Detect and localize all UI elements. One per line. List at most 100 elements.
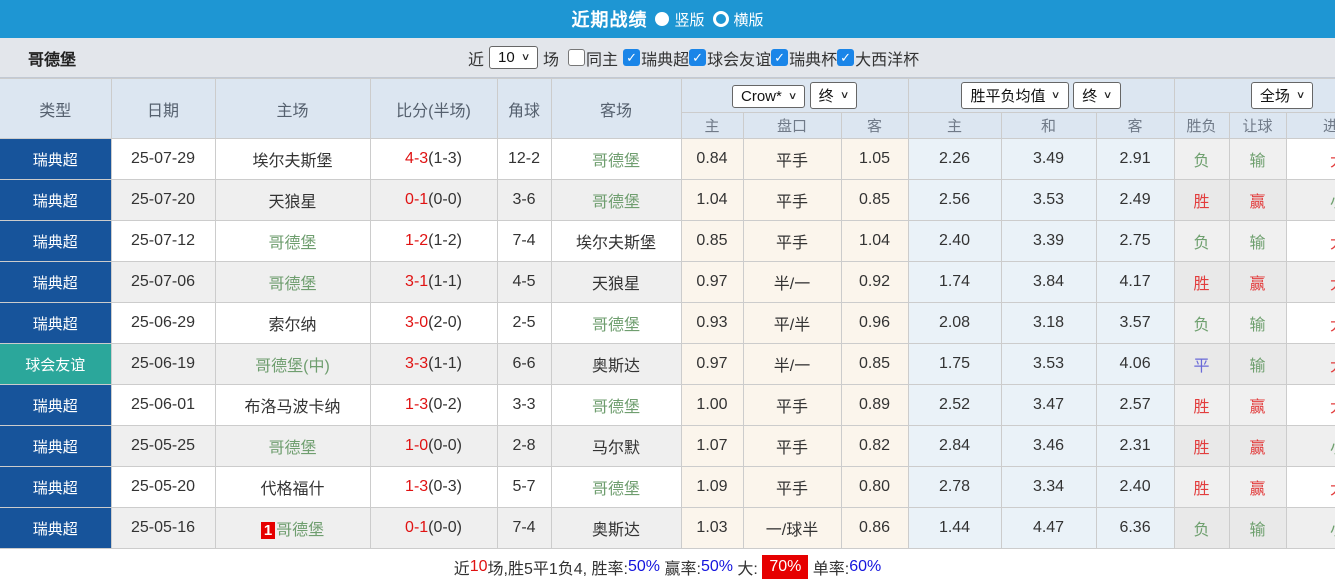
ah-line: 平手 <box>742 138 842 180</box>
away-team-name: 哥德堡 <box>591 194 640 211</box>
goals-result-cell: 小 <box>1285 179 1335 221</box>
league-checkbox[interactable]: ✓ <box>689 49 707 66</box>
eu-away-odds: 4.06 <box>1095 343 1175 385</box>
table-row: 瑞典超 25-05-20 代格福什 1-3(0-3) 5-7 哥德堡 1.09 平手 0.80 2… <box>0 466 1335 508</box>
league-filter[interactable]: ✓ 瑞典超 <box>623 46 689 70</box>
home-team-name: 哥德堡 <box>276 522 325 539</box>
corner-cell: 5-7 <box>496 466 552 508</box>
ah-line: 一/球半 <box>742 507 842 549</box>
full-time-score: 0-1 <box>405 191 429 208</box>
subheader-ah-line: 盘口 <box>742 112 842 139</box>
away-team-name: 奥斯达 <box>591 522 640 539</box>
match-count-select[interactable]: 10 ∨ <box>489 46 539 69</box>
eu-home-odds: 1.44 <box>907 507 1002 549</box>
rank-badge: 1 <box>260 522 276 539</box>
ah-home-odds: 1.03 <box>680 507 744 549</box>
subheader-goals: 进球 <box>1285 112 1335 139</box>
chevron-down-icon: ∨ <box>1103 90 1113 101</box>
goals-result-cell: 小 <box>1285 425 1335 467</box>
ah-line: 平手 <box>742 179 842 221</box>
col-header-date: 日期 <box>110 78 216 139</box>
asian-handicap-group: Crow* ∨ 终 ∨ <box>680 78 909 113</box>
date-cell: 25-06-29 <box>110 302 216 344</box>
ah-line: 平/半 <box>742 302 842 344</box>
layout-radio-option[interactable]: 横版 <box>712 9 764 30</box>
away-team-name: 奥斯达 <box>591 358 640 375</box>
radio-unselected-icon[interactable] <box>712 11 729 27</box>
result-cell: 胜 <box>1173 261 1230 303</box>
eu-home-odds: 1.74 <box>907 261 1002 303</box>
col-header-away: 客场 <box>550 78 682 139</box>
ah-home-odds: 0.97 <box>680 261 744 303</box>
radio-selected-icon[interactable] <box>655 12 670 26</box>
full-time-score: 3-1 <box>405 273 429 290</box>
league-checkbox[interactable]: ✓ <box>771 49 789 66</box>
europe-stage-select[interactable]: 终 ∨ <box>1073 82 1121 109</box>
home-team-name: 哥德堡 <box>268 276 317 293</box>
half-time-score: (0-0) <box>428 437 462 454</box>
europe-avg-select[interactable]: 胜平负均值 ∨ <box>961 82 1069 109</box>
goals-result-cell: 大 <box>1285 261 1335 303</box>
corner-cell: 4-5 <box>496 261 552 303</box>
ah-away-odds: 0.89 <box>840 384 909 426</box>
home-team-cell: 索尔纳 <box>214 302 371 344</box>
layout-radio-option[interactable]: 竖版 <box>655 9 705 30</box>
league-checkbox[interactable]: ✓ <box>837 49 855 66</box>
home-team-name: 哥德堡 <box>268 235 317 252</box>
home-team-cell: 哥德堡(中) <box>214 343 371 385</box>
ah-line: 平手 <box>742 384 842 426</box>
goals-result-cell: 大 <box>1285 138 1335 180</box>
home-team-name: 索尔纳 <box>268 317 317 334</box>
bookmaker-select[interactable]: Crow* ∨ <box>732 85 806 108</box>
away-team-cell: 哥德堡 <box>550 138 682 180</box>
chevron-down-icon: ∨ <box>1051 90 1061 101</box>
full-time-score: 1-2 <box>405 232 429 249</box>
half-time-score: (0-2) <box>428 396 462 413</box>
radio-label: 横版 <box>733 11 764 29</box>
corner-cell: 2-8 <box>496 425 552 467</box>
league-label: 瑞典超 <box>641 51 690 69</box>
league-checkbox[interactable]: ✓ <box>623 49 641 66</box>
page-title: 近期战绩 <box>571 10 648 30</box>
goals-result-cell: 大 <box>1285 466 1335 508</box>
summary-segment: 近 <box>453 561 470 578</box>
chevron-down-icon: ∨ <box>1295 90 1306 101</box>
goals-result-cell: 小 <box>1285 507 1335 549</box>
league-filter[interactable]: ✓ 球会友谊 <box>689 46 771 70</box>
score-cell: 3-3(1-1) <box>369 343 498 385</box>
eu-draw-odds: 3.34 <box>1000 466 1097 508</box>
eu-draw-odds: 3.18 <box>1000 302 1097 344</box>
summary-segment: 50% <box>628 558 661 575</box>
date-cell: 25-05-16 <box>110 507 216 549</box>
home-team-cell: 代格福什 <box>214 466 371 508</box>
type-cell: 瑞典超 <box>0 466 112 508</box>
ah-away-odds: 0.96 <box>840 302 909 344</box>
team-name: 哥德堡 <box>28 51 77 69</box>
ah-away-odds: 0.82 <box>840 425 909 467</box>
corner-cell: 3-6 <box>496 179 552 221</box>
same-home-filter[interactable]: 同主 <box>568 46 618 70</box>
half-time-score: (0-3) <box>428 478 462 495</box>
result-group: 全场 ∨ <box>1173 78 1335 113</box>
half-time-score: (1-2) <box>428 232 462 249</box>
scope-select[interactable]: 全场 ∨ <box>1250 82 1314 109</box>
result-cell: 胜 <box>1173 179 1230 221</box>
subheader-eu-draw: 和 <box>1000 112 1097 139</box>
away-team-cell: 哥德堡 <box>550 302 682 344</box>
near-label: 近 <box>468 51 485 69</box>
league-filter[interactable]: ✓ 大西洋杯 <box>837 46 919 70</box>
score-cell: 1-3(0-2) <box>369 384 498 426</box>
ah-stage-select[interactable]: 终 ∨ <box>809 82 857 109</box>
handicap-result-cell: 输 <box>1228 138 1287 180</box>
title-bar: 近期战绩 竖版 横版 <box>0 0 1335 38</box>
eu-home-odds: 2.78 <box>907 466 1002 508</box>
league-filter[interactable]: ✓ 瑞典杯 <box>771 46 837 70</box>
summary-segment: 单率: <box>808 561 850 578</box>
summary-segment: 50% <box>700 558 733 575</box>
type-cell: 瑞典超 <box>0 220 112 262</box>
games-label: 场 <box>543 51 560 69</box>
same-home-checkbox[interactable] <box>568 49 586 66</box>
eu-home-odds: 2.56 <box>907 179 1002 221</box>
version-radios: 竖版 横版 <box>655 9 764 30</box>
